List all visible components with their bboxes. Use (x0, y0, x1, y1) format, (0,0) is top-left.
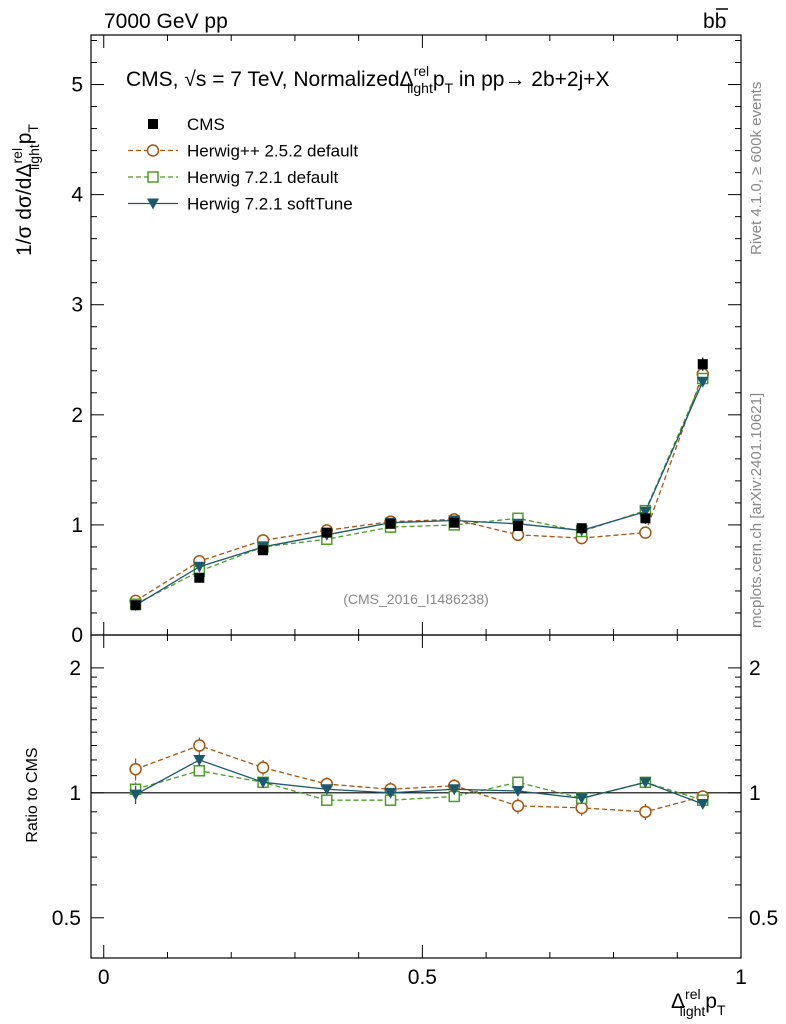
legend-marker (147, 171, 159, 183)
ratio-line-herwig-7-2-1-softtune (135, 759, 703, 805)
main-y-tick-label: 1 (71, 514, 83, 537)
ratio-point (511, 799, 525, 813)
main-line-herwig-7-2-1-default (135, 378, 704, 605)
legend-marker (146, 144, 160, 157)
legend-label: Herwig 7.2.1 default (187, 168, 338, 187)
ratio-point (321, 794, 333, 806)
x-tick-label: 1 (735, 966, 747, 989)
main-point (130, 600, 141, 611)
legend-entry-herwig-7-2-1-softtune: Herwig 7.2.1 softTune (128, 195, 353, 214)
ratio-series-herwig-7-2-1-default (129, 765, 709, 806)
main-series-cms (130, 357, 708, 611)
main-y-ticks: 0 1 2 3 4 5 (71, 40, 741, 647)
ratio-y-tick-label-right: 1 (749, 782, 761, 805)
main-y-axis-label: 1/σ dσ/dΔrellightpT (9, 124, 42, 256)
ratio-x-ticks: 0 0.5 1 (98, 635, 747, 989)
main-line-herwig-7-2-1-softtune (135, 381, 704, 606)
legend-entry-herwig-7-2-1-default: Herwig 7.2.1 default (128, 168, 338, 187)
ratio-point (639, 805, 652, 819)
ratio-point (193, 765, 206, 777)
main-point (576, 523, 587, 534)
main-point (385, 518, 396, 529)
main-y-tick-label: 4 (71, 184, 83, 207)
main-y-tick-label: 0 (71, 624, 83, 647)
ratio-data (91, 737, 741, 821)
ratio-y-tick-label-left: 0.5 (52, 907, 81, 930)
ratio-point (384, 787, 397, 799)
main-series-herwig-2-5-2-default (129, 367, 710, 608)
main-point (193, 561, 206, 573)
legend-entry-cms: CMS (148, 115, 225, 134)
legend-label: CMS (187, 115, 225, 134)
x-tick-label: 0 (98, 966, 110, 989)
main-y-tick-label: 3 (71, 294, 83, 317)
plot-title: CMS, √s = 7 TeV, NormalizedΔrel lightpT i… (126, 63, 610, 96)
ratio-y-tick-label-right: 2 (749, 657, 761, 680)
x-tick-label: 0.5 (408, 966, 437, 989)
ratio-point (639, 777, 652, 789)
ratio-series-herwig-2-5-2-default (129, 737, 710, 821)
ratio-point (256, 761, 270, 774)
main-point (449, 517, 460, 528)
analysis-watermark: (CMS_2016_I1486238) (343, 591, 489, 607)
legend: CMS Herwig++ 2.5.2 default Herwig 7.2.1 de… (128, 115, 358, 214)
x-axis-label: Δrel lightpT (671, 986, 726, 1019)
ratio-y-tick-label-left: 1 (69, 782, 81, 805)
ratio-series-herwig-7-2-1-softtune (129, 754, 709, 810)
ratio-point (511, 786, 524, 798)
ratio-y-axis-label: Ratio to CMS (24, 747, 41, 842)
main-x-ticks (103, 35, 742, 635)
ratio-line-herwig-7-2-1-default (135, 770, 703, 801)
main-point (639, 526, 652, 539)
ratio-y-tick-label-right: 0.5 (749, 907, 778, 930)
main-point (512, 521, 523, 532)
header-right: bb (703, 10, 726, 33)
legend-label: Herwig 7.2.1 softTune (187, 195, 353, 214)
legend-marker (148, 119, 158, 129)
ratio-point (512, 776, 524, 789)
ratio-point (320, 784, 333, 796)
ratio-point (696, 798, 709, 810)
ratio-point (193, 739, 206, 752)
main-point (321, 527, 332, 538)
ratio-plot-frame (90, 634, 742, 959)
legend-marker (147, 198, 159, 210)
ratio-y-tick-label-left: 2 (69, 657, 81, 680)
legend-label: Herwig++ 2.5.2 default (187, 142, 358, 161)
main-series-herwig-7-2-1-softtune (129, 376, 709, 612)
main-line-herwig-2-5-2-default (135, 373, 704, 602)
main-point (258, 545, 269, 556)
main-point (194, 572, 205, 583)
ratio-y-ticks: 0.5 0.5 1 1 2 2 (52, 657, 778, 930)
rivet-label: Rivet 4.1.0, ≥ 600k events (748, 82, 765, 255)
ratio-point (129, 789, 142, 801)
main-point (696, 376, 709, 388)
main-point (640, 513, 651, 524)
ratio-line-herwig-2-5-2-default (135, 744, 703, 813)
main-point (697, 359, 708, 370)
ratio-point (257, 777, 270, 789)
main-data (129, 357, 710, 612)
mcplots-label: mcplots.cern.ch [arXiv:2401.10621] (748, 393, 765, 628)
header-left: 7000 GeV pp (104, 10, 228, 33)
main-point (639, 506, 652, 518)
ratio-point (448, 784, 461, 796)
legend-entry-herwig-2-5-2-default: Herwig++ 2.5.2 default (128, 142, 358, 161)
main-y-tick-label: 5 (71, 74, 83, 97)
main-y-tick-label: 2 (71, 404, 83, 427)
ratio-point (129, 762, 142, 776)
ratio-point (575, 793, 588, 805)
main-series-herwig-7-2-1-default (129, 372, 709, 610)
ratio-point (193, 754, 206, 766)
